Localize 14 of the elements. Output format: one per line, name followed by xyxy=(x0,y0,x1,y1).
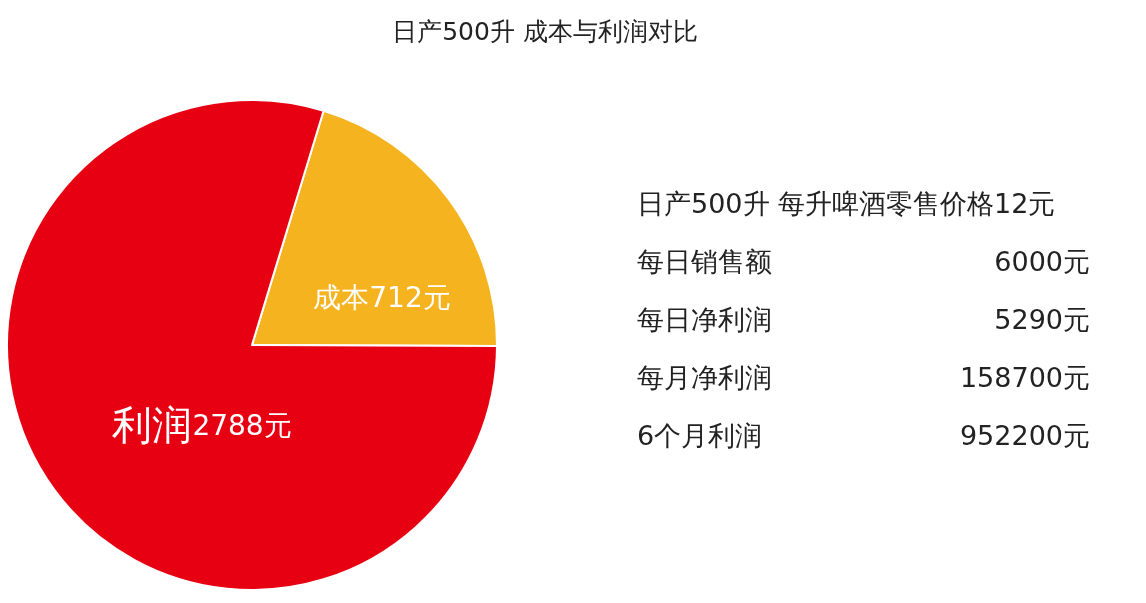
chart-title: 日产500升 成本与利润对比 xyxy=(392,17,698,46)
text: 日产500升 每升啤酒零售价格12元 xyxy=(637,188,1056,219)
text: 6个月利润 xyxy=(637,420,763,451)
text: 6000元 xyxy=(994,246,1090,277)
text: 每月净利润 xyxy=(637,362,772,393)
data-label: 712元 xyxy=(369,280,451,314)
slice-label: 利润 xyxy=(112,402,193,448)
text: 每日净利润 xyxy=(637,304,772,335)
data-label: 2788元 xyxy=(192,408,292,442)
text: 每日销售额 xyxy=(637,246,772,277)
text: 5290元 xyxy=(994,304,1090,335)
text: 952200元 xyxy=(959,420,1090,451)
text: 158700元 xyxy=(959,362,1090,393)
slice-label: 成本 xyxy=(313,280,370,314)
